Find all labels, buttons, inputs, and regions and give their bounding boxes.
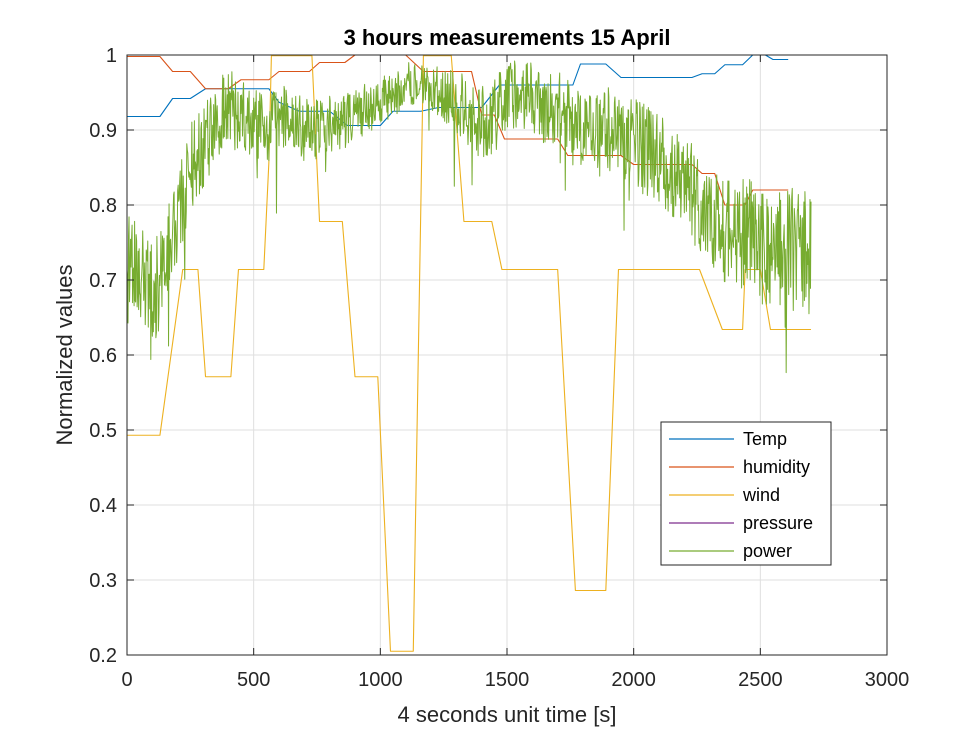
y-tick-label: 0.2 <box>89 645 117 667</box>
x-tick-label: 0 <box>121 669 132 691</box>
y-tick-label: 0.6 <box>89 345 117 367</box>
series-line-power <box>126 60 812 374</box>
chart-title: 3 hours measurements 15 April <box>344 25 671 50</box>
y-tick-label: 1 <box>106 45 117 67</box>
legend-box <box>660 421 832 566</box>
legend-label: pressure <box>743 513 813 533</box>
y-tick-label: 0.9 <box>89 120 117 142</box>
x-tick-label: 2500 <box>738 669 783 691</box>
series-line-temp <box>127 54 789 127</box>
x-tick-label: 1500 <box>485 669 530 691</box>
legend-label: Temp <box>743 429 787 449</box>
y-tick-label: 0.5 <box>89 420 117 442</box>
x-tick-label: 2000 <box>611 669 656 691</box>
x-axis-label: 4 seconds unit time [s] <box>398 702 617 727</box>
legend-label: power <box>743 541 792 561</box>
legend-label: wind <box>742 485 780 505</box>
y-axis-label: Normalized values <box>52 265 77 446</box>
y-tick-label: 0.7 <box>89 270 117 292</box>
x-tick-label: 1000 <box>358 669 403 691</box>
x-tick-label: 3000 <box>865 669 910 691</box>
series-line-wind <box>127 55 811 652</box>
y-tick-label: 0.3 <box>89 570 117 592</box>
legend: Temp humidity wind pressure power <box>660 421 832 566</box>
x-tick-label: 500 <box>237 669 270 691</box>
y-axis: 0.2 0.3 0.4 0.5 0.6 0.7 0.8 0.9 1 <box>89 45 887 667</box>
x-axis: 0 500 1000 1500 2000 2500 3000 <box>121 55 909 691</box>
y-tick-label: 0.4 <box>89 495 117 517</box>
y-tick-label: 0.8 <box>89 195 117 217</box>
legend-label: humidity <box>743 457 810 477</box>
